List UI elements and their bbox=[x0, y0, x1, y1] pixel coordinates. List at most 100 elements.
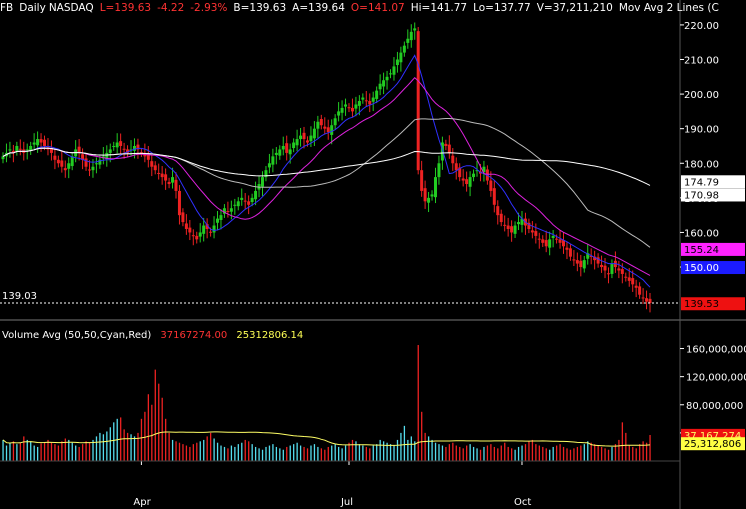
candle-body bbox=[305, 140, 309, 143]
volume-bar bbox=[185, 445, 188, 461]
volume-bar bbox=[393, 445, 395, 461]
candle-body bbox=[132, 145, 136, 151]
candle-body bbox=[240, 197, 244, 200]
volume-bar bbox=[535, 444, 537, 461]
volume-bar bbox=[590, 442, 592, 461]
candle-body bbox=[496, 206, 500, 216]
volume-bar bbox=[88, 442, 91, 461]
time-axis: Apr Jul Oct bbox=[0, 460, 680, 508]
price-tick-label: 210.00 bbox=[684, 56, 719, 67]
candle-body bbox=[1, 156, 5, 160]
volume-bar bbox=[417, 345, 419, 461]
time-tick-label: Jul bbox=[340, 497, 353, 508]
volume-bar bbox=[275, 446, 278, 461]
candle-body bbox=[288, 149, 292, 155]
candle-body bbox=[537, 238, 541, 240]
candle-body bbox=[579, 260, 583, 268]
candle-body bbox=[25, 149, 29, 151]
candle-body bbox=[416, 31, 420, 171]
volume-bar bbox=[438, 444, 440, 461]
volume-bar bbox=[2, 439, 4, 461]
candle-body bbox=[641, 297, 645, 299]
candle-body bbox=[593, 256, 597, 261]
candle-body bbox=[413, 28, 417, 31]
chart-header: FB Daily NASDAQ L=139.63 -4.22 -2.93% B=… bbox=[0, 2, 725, 16]
candle-body bbox=[285, 143, 289, 153]
volume-bar bbox=[441, 445, 444, 461]
candle-body bbox=[344, 104, 348, 107]
volume-bar bbox=[237, 444, 239, 461]
candle-body bbox=[281, 145, 285, 150]
volume-tag bbox=[681, 437, 745, 451]
volume-bar bbox=[106, 431, 108, 461]
volume-bar bbox=[576, 446, 579, 461]
volume-bar bbox=[286, 446, 288, 461]
volume-bar bbox=[338, 446, 340, 461]
candle-body bbox=[645, 298, 649, 302]
price-tags: 174.79 170.98 155.24 150.00 139.53 37,167,274… bbox=[681, 175, 745, 451]
volume-bar bbox=[102, 434, 105, 461]
price-tag-label: 139.53 bbox=[684, 299, 719, 310]
candle-body bbox=[43, 139, 47, 146]
candle-body bbox=[437, 163, 441, 178]
volume-bar bbox=[382, 441, 385, 461]
candle-body bbox=[399, 52, 403, 63]
volume-bar bbox=[562, 446, 565, 461]
volume-bar bbox=[424, 432, 426, 461]
volume-bar bbox=[639, 444, 641, 461]
volume-study-label: Volume Avg (50,50,Cyan,Red) bbox=[2, 330, 152, 341]
volume-bars bbox=[2, 345, 651, 461]
candle-body bbox=[84, 158, 88, 167]
candle-body bbox=[454, 163, 458, 171]
volume-bar bbox=[75, 445, 77, 461]
volume-bar bbox=[414, 441, 416, 461]
candle-body bbox=[70, 156, 74, 167]
volume-bar bbox=[99, 432, 101, 461]
volume-bar bbox=[528, 441, 530, 461]
candle-body bbox=[492, 188, 496, 205]
candle-body bbox=[475, 170, 479, 172]
volume-bar bbox=[310, 445, 312, 461]
price-tag bbox=[681, 297, 745, 311]
candle-body bbox=[302, 132, 306, 140]
symbol-label: FB bbox=[0, 2, 14, 14]
candle-body bbox=[368, 101, 372, 105]
candle-body bbox=[112, 145, 116, 147]
candle-body bbox=[202, 225, 206, 234]
candle-body bbox=[164, 174, 168, 181]
volume-bar bbox=[372, 445, 374, 461]
time-tick-label: Apr bbox=[133, 497, 151, 508]
candle-body bbox=[146, 153, 150, 160]
volume-bar bbox=[386, 442, 388, 461]
volume-bar bbox=[68, 439, 70, 461]
volume-bar bbox=[126, 432, 129, 461]
candle-body bbox=[292, 142, 296, 149]
candle-body bbox=[503, 224, 507, 226]
candle-body bbox=[150, 161, 154, 167]
candle-body bbox=[451, 155, 455, 164]
volume-bar bbox=[396, 439, 399, 461]
candle-body bbox=[617, 268, 621, 271]
volume-bar bbox=[16, 444, 18, 461]
candle-body bbox=[596, 257, 600, 264]
last-price-label: 139.03 bbox=[2, 291, 37, 302]
candle-body bbox=[357, 101, 361, 106]
volume-bar bbox=[272, 444, 274, 461]
candle-body bbox=[430, 194, 434, 197]
volume-bar bbox=[479, 449, 482, 461]
candle-body bbox=[108, 149, 112, 153]
candle-body bbox=[126, 149, 130, 153]
volume-bar bbox=[511, 448, 513, 461]
volume-bar bbox=[559, 444, 561, 461]
candle-body bbox=[433, 177, 437, 198]
candle-body bbox=[39, 139, 43, 143]
volume-bar bbox=[365, 446, 367, 461]
volume-bar bbox=[469, 444, 471, 461]
volume-bar bbox=[580, 445, 582, 461]
volume-bar bbox=[293, 444, 295, 461]
candle-body bbox=[60, 160, 64, 167]
candle-body bbox=[247, 201, 251, 205]
price-tick-label: 200.00 bbox=[684, 90, 719, 101]
volume-bar bbox=[234, 446, 236, 461]
volume-bar bbox=[81, 444, 84, 461]
